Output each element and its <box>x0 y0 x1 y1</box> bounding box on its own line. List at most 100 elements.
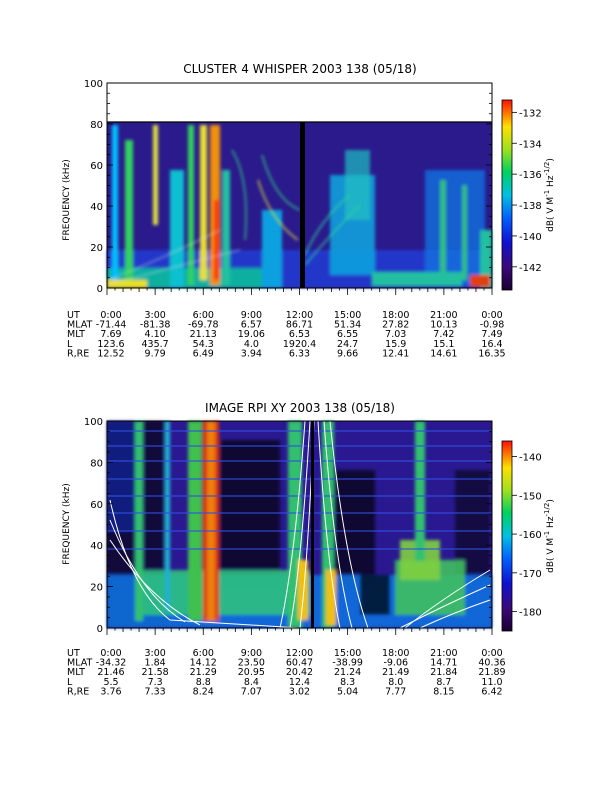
ephemeris-value: 6.53 <box>289 329 310 340</box>
image-chart-title: IMAGE RPI XY 2003 138 (05/18) <box>205 401 395 415</box>
ephemeris-value: 6:00 <box>193 648 214 659</box>
ephemeris-value: 4.0 <box>244 339 259 350</box>
ephemeris-value: 21.13 <box>190 329 217 340</box>
spectrogram-band <box>372 272 462 286</box>
ephemeris-value: 15:00 <box>334 648 361 659</box>
ephemeris-value: 14.12 <box>190 658 217 669</box>
spectrogram-burst <box>112 125 118 285</box>
ephemeris-value: 5.04 <box>337 686 358 697</box>
ephemeris-value: 8.0 <box>388 677 403 688</box>
ephemeris-value: 21.49 <box>382 667 409 678</box>
ephemeris-value: -9.06 <box>383 658 408 669</box>
ephemeris-row-label: L <box>67 677 73 688</box>
cluster-chart-title: CLUSTER 4 WHISPER 2003 138 (05/18) <box>183 62 416 76</box>
image-colorbar-label: dB( V M-1 Hz-1/2) <box>543 499 556 573</box>
spectrogram-dark <box>220 440 280 590</box>
ephemeris-value: 7.07 <box>241 686 262 697</box>
ephemeris-value: 12.4 <box>289 677 310 688</box>
ephemeris-value: 5.5 <box>103 677 118 688</box>
y-tick-label: 40 <box>90 202 103 213</box>
ephemeris-value: 21.29 <box>190 667 217 678</box>
ephemeris-value: 21.89 <box>478 667 505 678</box>
ephemeris-value: 9.66 <box>337 348 358 359</box>
cluster-x-axis <box>106 288 493 295</box>
ephemeris-value: 19.06 <box>238 329 265 340</box>
ephemeris-row-label: MLT <box>67 329 85 340</box>
cluster-panel: CLUSTER 4 WHISPER 2003 138 (05/18) FREQU… <box>62 62 556 359</box>
data-gap <box>300 122 305 288</box>
ephemeris-row-label: MLAT <box>67 658 92 669</box>
cluster-spectrogram <box>107 121 492 288</box>
ephemeris-value: 9:00 <box>241 648 262 659</box>
ephemeris-value: 8.4 <box>244 677 259 688</box>
ephemeris-value: 1920.4 <box>283 339 316 350</box>
ephemeris-value: 6.55 <box>337 329 358 340</box>
ephemeris-value: 12:00 <box>286 648 313 659</box>
spectrogram-column <box>207 421 215 621</box>
ephemeris-value: 11.0 <box>481 677 502 688</box>
ephemeris-value: 10.13 <box>430 320 457 331</box>
ephemeris-value: 3.76 <box>100 686 121 697</box>
spectrogram-band <box>107 280 147 288</box>
spectrogram-burst <box>440 180 446 280</box>
image-y-axis-label: FREQUENCY (kHz) <box>62 483 72 564</box>
spectrogram-burst <box>480 230 492 288</box>
ephemeris-row-label: R,RE <box>67 686 89 697</box>
ephemeris-value: 21:00 <box>430 310 457 321</box>
ephemeris-row-label: UT <box>67 648 80 659</box>
cluster-colorbar-ticks: -132 -134 -136 -138 -140 -142 <box>512 108 542 274</box>
ephemeris-value: 20.95 <box>238 667 265 678</box>
y-tick-label: 60 <box>90 161 103 172</box>
spectrogram-band <box>470 275 490 287</box>
ephemeris-value: 435.7 <box>142 339 169 350</box>
spectrogram-column <box>165 421 170 611</box>
colorbar-tick-label: -134 <box>519 139 542 150</box>
colorbar-tick-label: -160 <box>519 530 542 541</box>
ephemeris-value: 21.58 <box>142 667 169 678</box>
ephemeris-value: 7.69 <box>100 329 121 340</box>
ephemeris-value: 7.03 <box>385 329 406 340</box>
ephemeris-value: 60.47 <box>286 658 313 669</box>
ephemeris-value: 6:00 <box>193 310 214 321</box>
ephemeris-value: 8.24 <box>193 686 214 697</box>
ephemeris-value: 14.61 <box>430 348 457 359</box>
ephemeris-value: 12.41 <box>382 348 409 359</box>
ephemeris-value: 16.35 <box>478 348 505 359</box>
ephemeris-value: 123.6 <box>97 339 124 350</box>
spectrogram-striations <box>107 430 492 550</box>
image-spectrogram <box>107 420 492 629</box>
ephemeris-value: 21.46 <box>97 667 124 678</box>
y-tick-label: 80 <box>90 458 103 469</box>
colorbar-tick-label: -180 <box>519 608 542 619</box>
image-ephemeris: UT 0:00 3:00 6:00 9:00 12:00 15:00 18:00 21:00 0:… <box>67 648 506 697</box>
ephemeris-value: 7.3 <box>148 677 163 688</box>
image-y-axis: 0 20 40 60 80 100 <box>84 417 492 635</box>
ephemeris-value: 12:00 <box>286 310 313 321</box>
ephemeris-value: 14.71 <box>430 658 457 669</box>
ephemeris-value: -34.32 <box>96 658 127 669</box>
cluster-y-axis: 0 20 40 60 80 100 <box>84 79 492 295</box>
y-tick-label: 0 <box>97 284 103 295</box>
ephemeris-row-label: L <box>67 339 73 350</box>
cluster-colorbar <box>501 99 513 291</box>
ephemeris-value: 86.71 <box>286 320 313 331</box>
spectrogram-trace <box>257 179 299 241</box>
colorbar-tick-label: -138 <box>519 201 542 212</box>
spectrogram-dark <box>107 421 137 531</box>
colorbar-tick-label: -170 <box>519 569 542 580</box>
y-tick-label: 60 <box>90 500 103 511</box>
colorbar-tick-label: -150 <box>519 491 542 502</box>
ephemeris-value: 8.7 <box>436 677 451 688</box>
y-tick-label: 40 <box>90 541 103 552</box>
ephemeris-value: 8.3 <box>340 677 355 688</box>
ephemeris-value: 6.42 <box>481 686 502 697</box>
ephemeris-row-label: R,RE <box>67 348 89 359</box>
ephemeris-value: 0:00 <box>100 310 121 321</box>
image-colorbar-ticks: -140 -150 -160 -170 -180 <box>512 453 542 619</box>
spectrogram-column <box>298 560 308 620</box>
spectrogram-burst <box>153 125 158 225</box>
ephemeris-value: 23.50 <box>238 658 265 669</box>
ephemeris-value: 51.34 <box>334 320 361 331</box>
spectrogram-trace <box>107 249 241 286</box>
